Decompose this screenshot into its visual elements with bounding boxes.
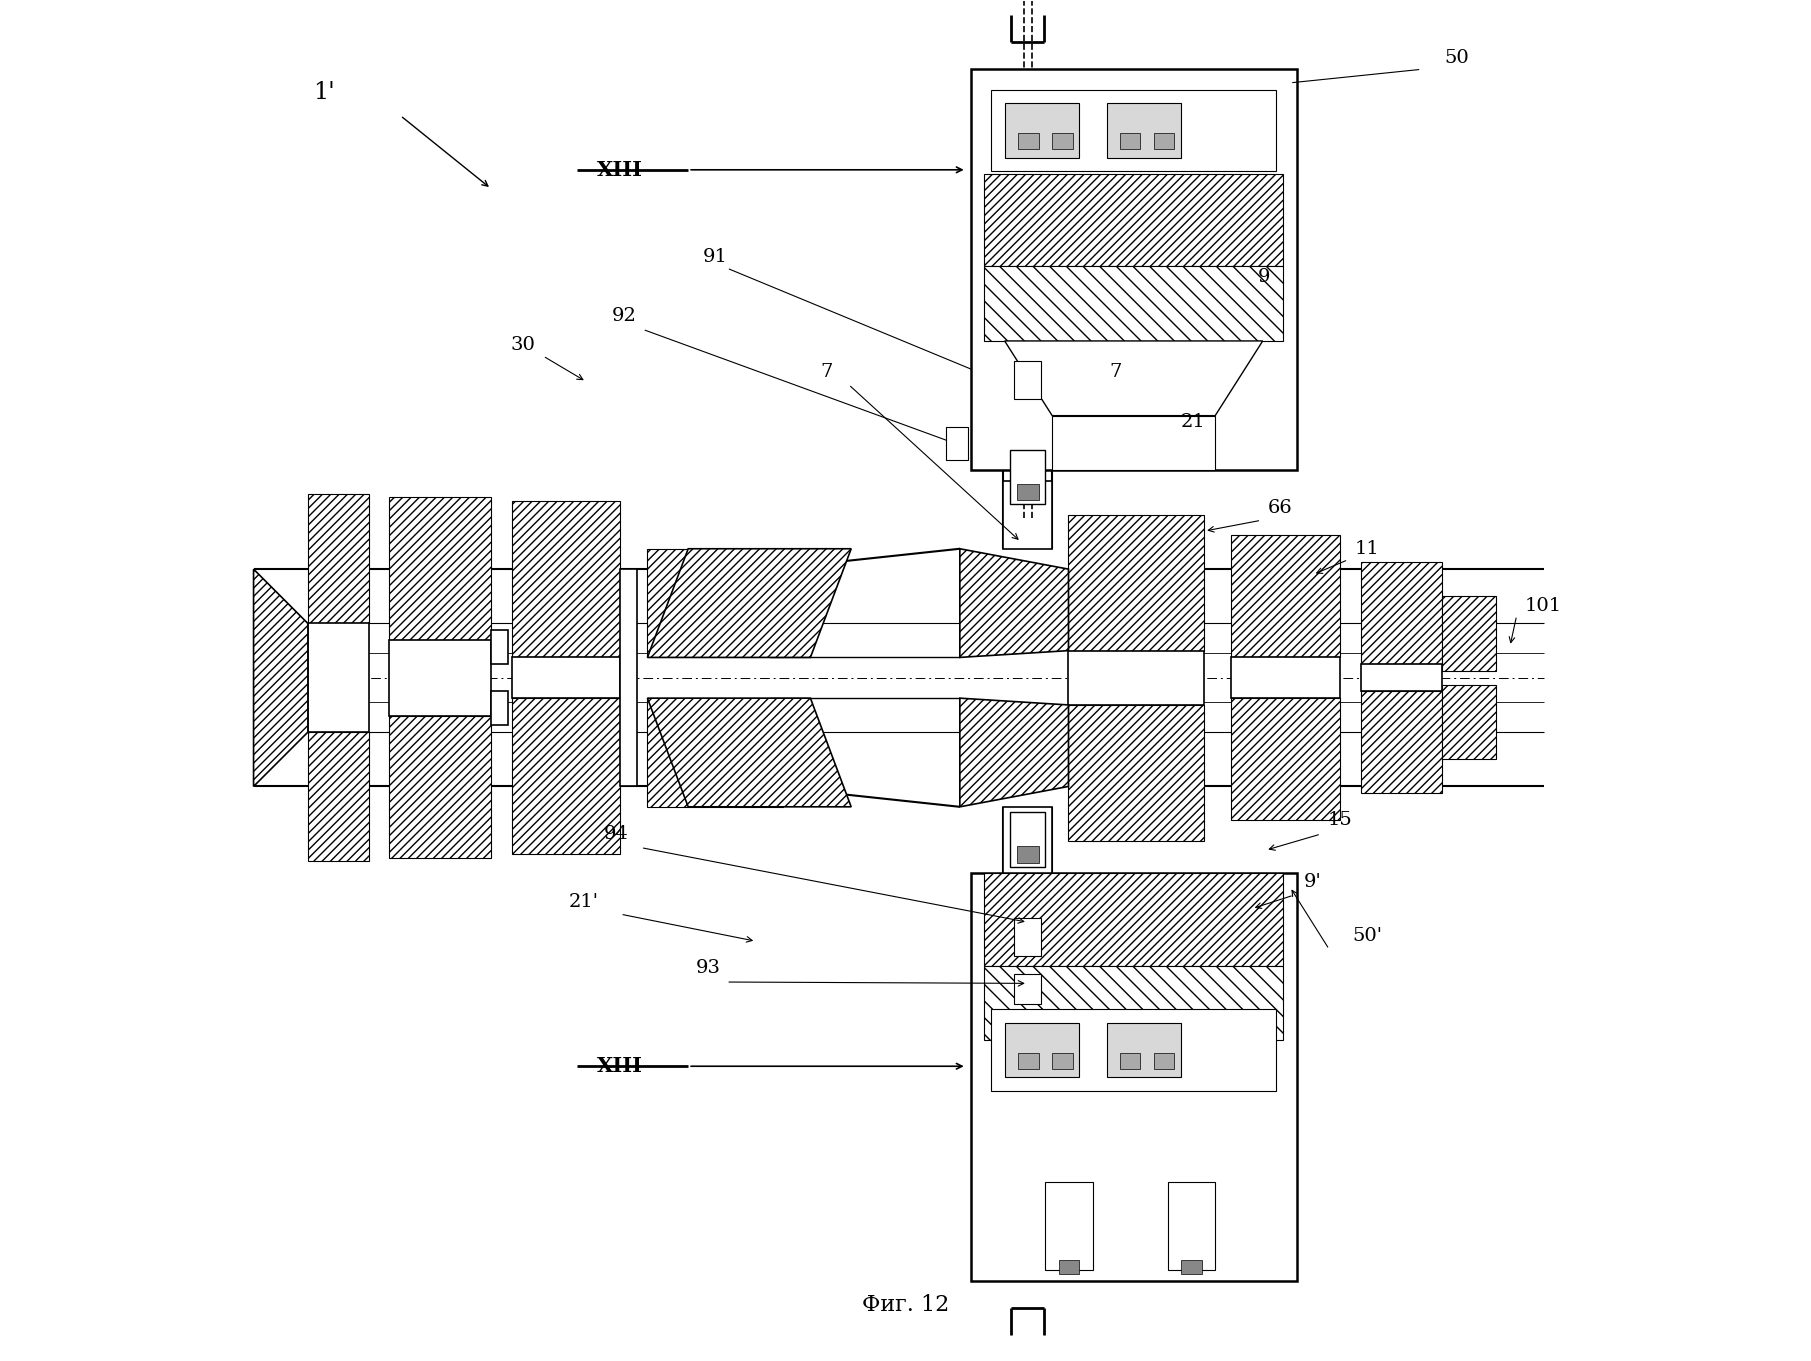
Text: 50': 50' bbox=[1353, 927, 1382, 945]
Text: 9: 9 bbox=[1259, 268, 1270, 286]
Bar bbox=[389, 640, 491, 716]
Bar bbox=[983, 267, 1282, 342]
Text: 91: 91 bbox=[703, 248, 728, 265]
Bar bbox=[1014, 361, 1041, 399]
Bar bbox=[1231, 657, 1340, 698]
Bar bbox=[1360, 691, 1442, 793]
Bar bbox=[1119, 133, 1141, 150]
Bar bbox=[1154, 1052, 1174, 1068]
Bar bbox=[389, 497, 491, 640]
Bar bbox=[1154, 133, 1174, 150]
Polygon shape bbox=[960, 548, 1068, 657]
Bar bbox=[1005, 103, 1079, 158]
Bar bbox=[971, 874, 1297, 1281]
Bar bbox=[1003, 480, 1052, 548]
Bar bbox=[648, 698, 784, 807]
Text: 7: 7 bbox=[1110, 363, 1123, 381]
Bar bbox=[1016, 483, 1038, 499]
Bar bbox=[971, 69, 1297, 470]
Bar bbox=[1011, 813, 1045, 867]
Polygon shape bbox=[960, 698, 1068, 807]
Bar bbox=[1360, 664, 1442, 691]
Text: 92: 92 bbox=[612, 308, 637, 325]
Bar bbox=[1016, 847, 1038, 863]
Text: 11: 11 bbox=[1355, 540, 1380, 558]
Bar bbox=[308, 494, 369, 623]
Text: 21': 21' bbox=[569, 893, 599, 911]
Bar bbox=[1168, 1181, 1215, 1270]
Polygon shape bbox=[648, 548, 851, 657]
Bar bbox=[1181, 1260, 1201, 1274]
Bar bbox=[648, 548, 784, 657]
Bar bbox=[983, 174, 1282, 267]
Bar bbox=[1014, 919, 1041, 957]
Polygon shape bbox=[1005, 342, 1262, 415]
Bar bbox=[1068, 651, 1204, 705]
Bar bbox=[1442, 685, 1496, 759]
Bar bbox=[1107, 1022, 1181, 1077]
Bar bbox=[513, 698, 621, 855]
Bar bbox=[513, 657, 621, 698]
Text: 15: 15 bbox=[1327, 811, 1353, 829]
Bar bbox=[308, 623, 369, 732]
Bar bbox=[1068, 514, 1204, 651]
Bar bbox=[991, 1010, 1277, 1090]
Bar bbox=[389, 716, 491, 859]
Bar bbox=[308, 732, 369, 862]
Bar bbox=[1014, 974, 1041, 1004]
Bar bbox=[1018, 1052, 1038, 1068]
Text: XIII: XIII bbox=[598, 1056, 643, 1077]
Polygon shape bbox=[648, 698, 851, 807]
Polygon shape bbox=[254, 569, 308, 787]
Bar bbox=[513, 501, 621, 657]
Text: 21: 21 bbox=[1181, 414, 1206, 431]
Text: Фиг. 12: Фиг. 12 bbox=[862, 1294, 949, 1316]
Bar bbox=[1011, 449, 1045, 504]
Text: 66: 66 bbox=[1268, 499, 1293, 517]
Bar bbox=[491, 691, 507, 725]
Bar bbox=[491, 630, 507, 664]
Text: XIII: XIII bbox=[598, 159, 643, 180]
Bar bbox=[1119, 1052, 1141, 1068]
Text: 9': 9' bbox=[1304, 872, 1322, 890]
Bar bbox=[983, 874, 1282, 966]
Bar bbox=[621, 569, 637, 787]
Text: 30: 30 bbox=[511, 336, 534, 354]
Bar bbox=[991, 90, 1277, 171]
Text: 7: 7 bbox=[820, 363, 833, 381]
Bar bbox=[1005, 1022, 1079, 1077]
Bar bbox=[1231, 535, 1340, 657]
Bar bbox=[1231, 698, 1340, 821]
Text: 101: 101 bbox=[1525, 596, 1561, 615]
Bar bbox=[1052, 1052, 1072, 1068]
Bar bbox=[1059, 1260, 1079, 1274]
Bar bbox=[1360, 562, 1442, 664]
Bar bbox=[1052, 415, 1215, 470]
Bar bbox=[1107, 103, 1181, 158]
Bar bbox=[1052, 133, 1072, 150]
Text: 94: 94 bbox=[603, 825, 628, 842]
Text: 93: 93 bbox=[695, 960, 721, 977]
Bar bbox=[1018, 133, 1038, 150]
Text: 50: 50 bbox=[1445, 49, 1469, 68]
Bar bbox=[945, 426, 967, 460]
Bar bbox=[1068, 705, 1204, 841]
Bar bbox=[1045, 1181, 1092, 1270]
Bar bbox=[1442, 596, 1496, 671]
Bar bbox=[983, 966, 1282, 1040]
Text: 1': 1' bbox=[313, 80, 335, 103]
Bar bbox=[1003, 807, 1052, 875]
